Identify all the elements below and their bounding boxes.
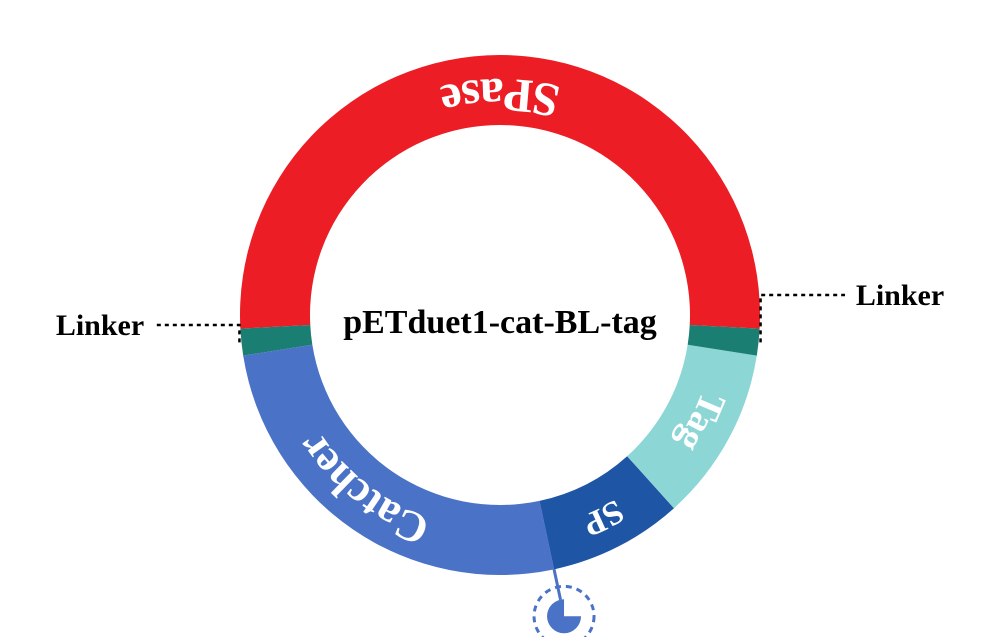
plasmid-diagram: SPaseCatcherSPTagpETduet1-cat-BL-tagLink… — [0, 0, 1000, 637]
center-label: pETduet1-cat-BL-tag — [343, 304, 657, 341]
callout-label-linker-2: Linker — [856, 279, 944, 312]
segment-label-spase: SPase — [436, 68, 564, 128]
callout-label-linker-1: Linker — [56, 309, 144, 342]
